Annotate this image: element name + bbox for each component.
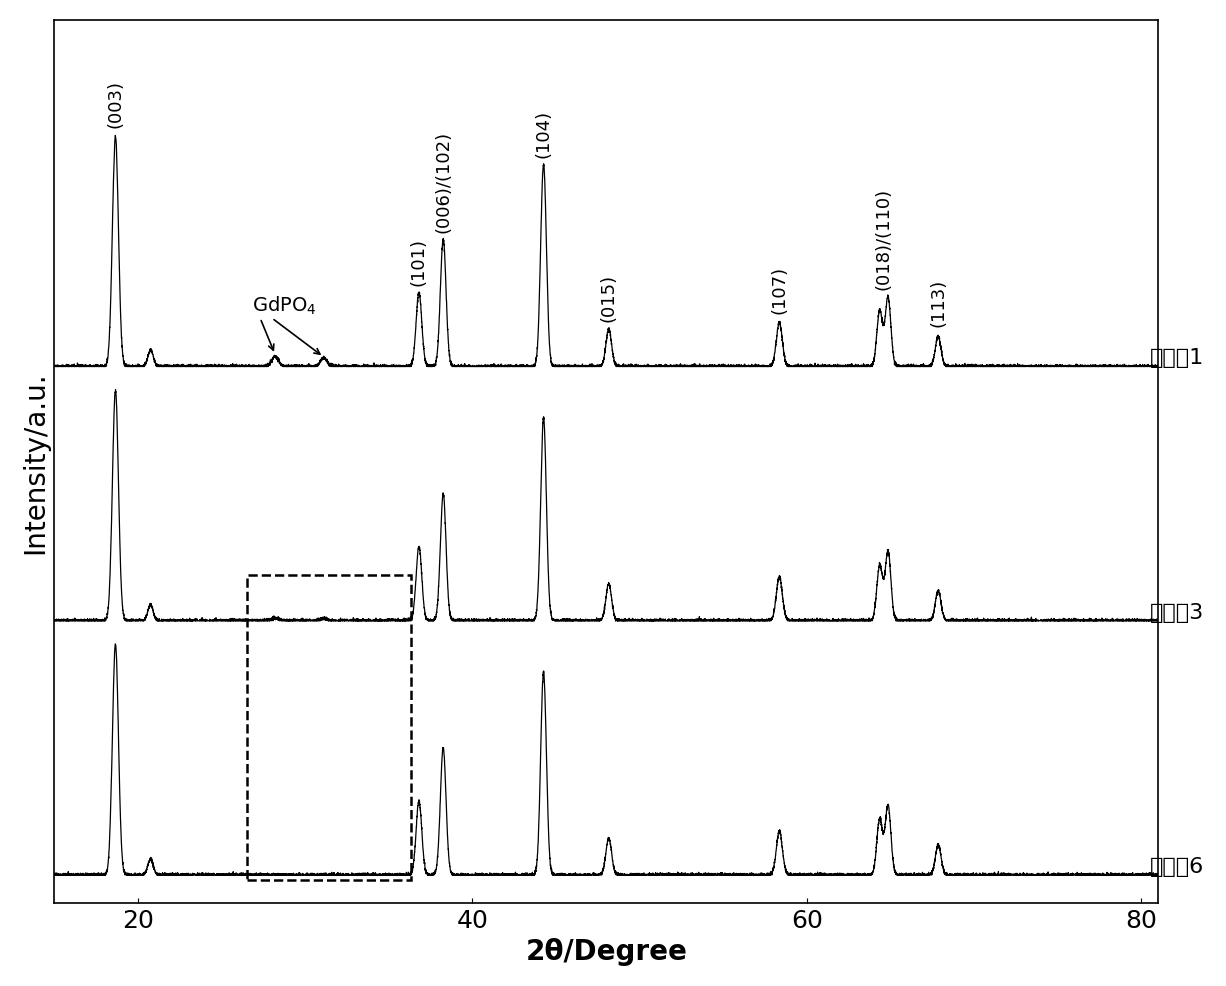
- Y-axis label: Intensity/a.u.: Intensity/a.u.: [21, 371, 49, 553]
- Text: (113): (113): [929, 278, 948, 326]
- Text: 实施例1: 实施例1: [1150, 348, 1204, 368]
- Text: (101): (101): [409, 238, 428, 285]
- Text: (104): (104): [535, 109, 553, 158]
- Text: (015): (015): [600, 273, 618, 321]
- Bar: [246, 575, 411, 880]
- Text: (107): (107): [770, 266, 788, 314]
- X-axis label: 2θ/Degree: 2θ/Degree: [525, 938, 688, 965]
- Text: (006)/(102): (006)/(102): [434, 130, 452, 233]
- Text: 对比例6: 对比例6: [1150, 856, 1204, 876]
- Text: (018)/(110): (018)/(110): [875, 187, 893, 290]
- Text: GdPO$_4$: GdPO$_4$: [251, 294, 316, 317]
- Text: 实施例3: 实施例3: [1150, 601, 1204, 622]
- Text: (003): (003): [107, 80, 124, 128]
